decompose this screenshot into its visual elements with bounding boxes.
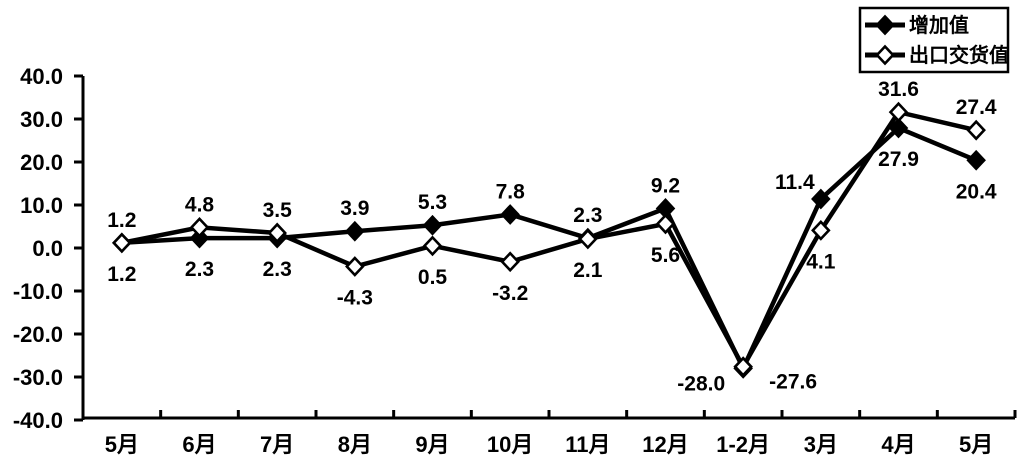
open-diamond-marker — [875, 44, 895, 66]
data-label-s0: 27.9 — [878, 148, 919, 171]
x-category-label: 6月 — [182, 432, 216, 457]
data-label-s1: 2.1 — [573, 259, 603, 282]
x-category-label: 5月 — [105, 432, 139, 457]
x-category-label: 4月 — [881, 432, 915, 457]
open-diamond-marker — [345, 256, 365, 277]
filled-diamond-marker — [500, 204, 520, 225]
open-diamond-marker — [500, 251, 520, 273]
open-diamond-marker — [267, 222, 287, 244]
data-label-s0: -28.0 — [677, 372, 725, 395]
y-tick-label: 0.0 — [32, 236, 63, 261]
open-diamond-marker — [733, 356, 753, 378]
data-label-s0: 2.3 — [573, 204, 602, 227]
y-tick-label: -40.0 — [13, 408, 63, 433]
data-label-s1: 27.4 — [956, 96, 997, 119]
y-tick-label: -10.0 — [13, 279, 63, 304]
data-label-s1: 5.6 — [651, 244, 680, 267]
series-line-1 — [121, 109, 977, 372]
legend-label-0: 增加值 — [909, 13, 969, 37]
data-label-s0: 9.2 — [651, 174, 680, 197]
filled-diamond-marker — [189, 227, 210, 249]
open-diamond-marker — [112, 232, 132, 254]
open-diamond-marker — [655, 213, 676, 235]
data-label-s0: 2.3 — [185, 258, 214, 281]
filled-diamond-marker — [966, 149, 986, 171]
data-label-s1: 31.6 — [878, 78, 919, 101]
data-label-s1: -3.2 — [492, 282, 528, 305]
data-label-s1: 0.5 — [418, 266, 448, 289]
data-label-s0: 7.8 — [496, 180, 526, 203]
filled-diamond-marker — [811, 188, 831, 210]
open-diamond-marker — [189, 216, 210, 238]
x-category-label: 10月 — [487, 432, 533, 457]
open-diamond-marker — [966, 119, 986, 141]
y-tick-label: -30.0 — [13, 365, 63, 390]
legend-label-1: 出口交货值 — [909, 43, 1009, 67]
x-category-label: 5月 — [959, 432, 993, 457]
y-tick-label: 20.0 — [20, 150, 63, 175]
filled-diamond-marker — [422, 214, 443, 236]
filled-diamond-marker — [888, 117, 909, 139]
filled-diamond-marker — [875, 14, 895, 36]
x-category-label: 8月 — [338, 432, 372, 457]
filled-diamond-marker — [345, 220, 365, 242]
x-category-label: 7月 — [260, 432, 294, 457]
open-diamond-marker — [578, 228, 598, 250]
x-category-label: 11月 — [565, 432, 610, 457]
open-diamond-marker — [811, 219, 831, 241]
data-label-s0: 3.9 — [340, 197, 369, 220]
data-label-s1: 4.8 — [185, 193, 215, 216]
x-category-label: 3月 — [804, 432, 838, 457]
data-label-s0: 1.2 — [107, 209, 136, 232]
open-diamond-marker — [888, 101, 909, 123]
data-label-s1: 4.1 — [806, 250, 836, 273]
y-tick-label: -20.0 — [13, 322, 63, 347]
open-diamond-marker — [422, 235, 443, 257]
x-category-label: 1-2月 — [716, 432, 770, 457]
data-label-s1: -4.3 — [337, 286, 373, 309]
y-tick-label: 30.0 — [20, 107, 63, 132]
x-category-label: 12月 — [642, 432, 688, 457]
data-label-s0: 5.3 — [418, 191, 447, 214]
y-tick-label: 10.0 — [20, 193, 63, 218]
data-label-s0: 20.4 — [956, 180, 997, 203]
data-label-s1: 3.5 — [263, 199, 293, 222]
data-label-s1: -27.6 — [769, 371, 817, 394]
data-label-s0: 2.3 — [263, 258, 292, 281]
x-category-label: 9月 — [415, 432, 449, 457]
data-label-s1: 1.2 — [107, 263, 136, 286]
y-tick-label: 40.0 — [20, 64, 63, 89]
series-line-0 — [121, 125, 978, 374]
data-label-s0: 11.4 — [775, 171, 815, 194]
